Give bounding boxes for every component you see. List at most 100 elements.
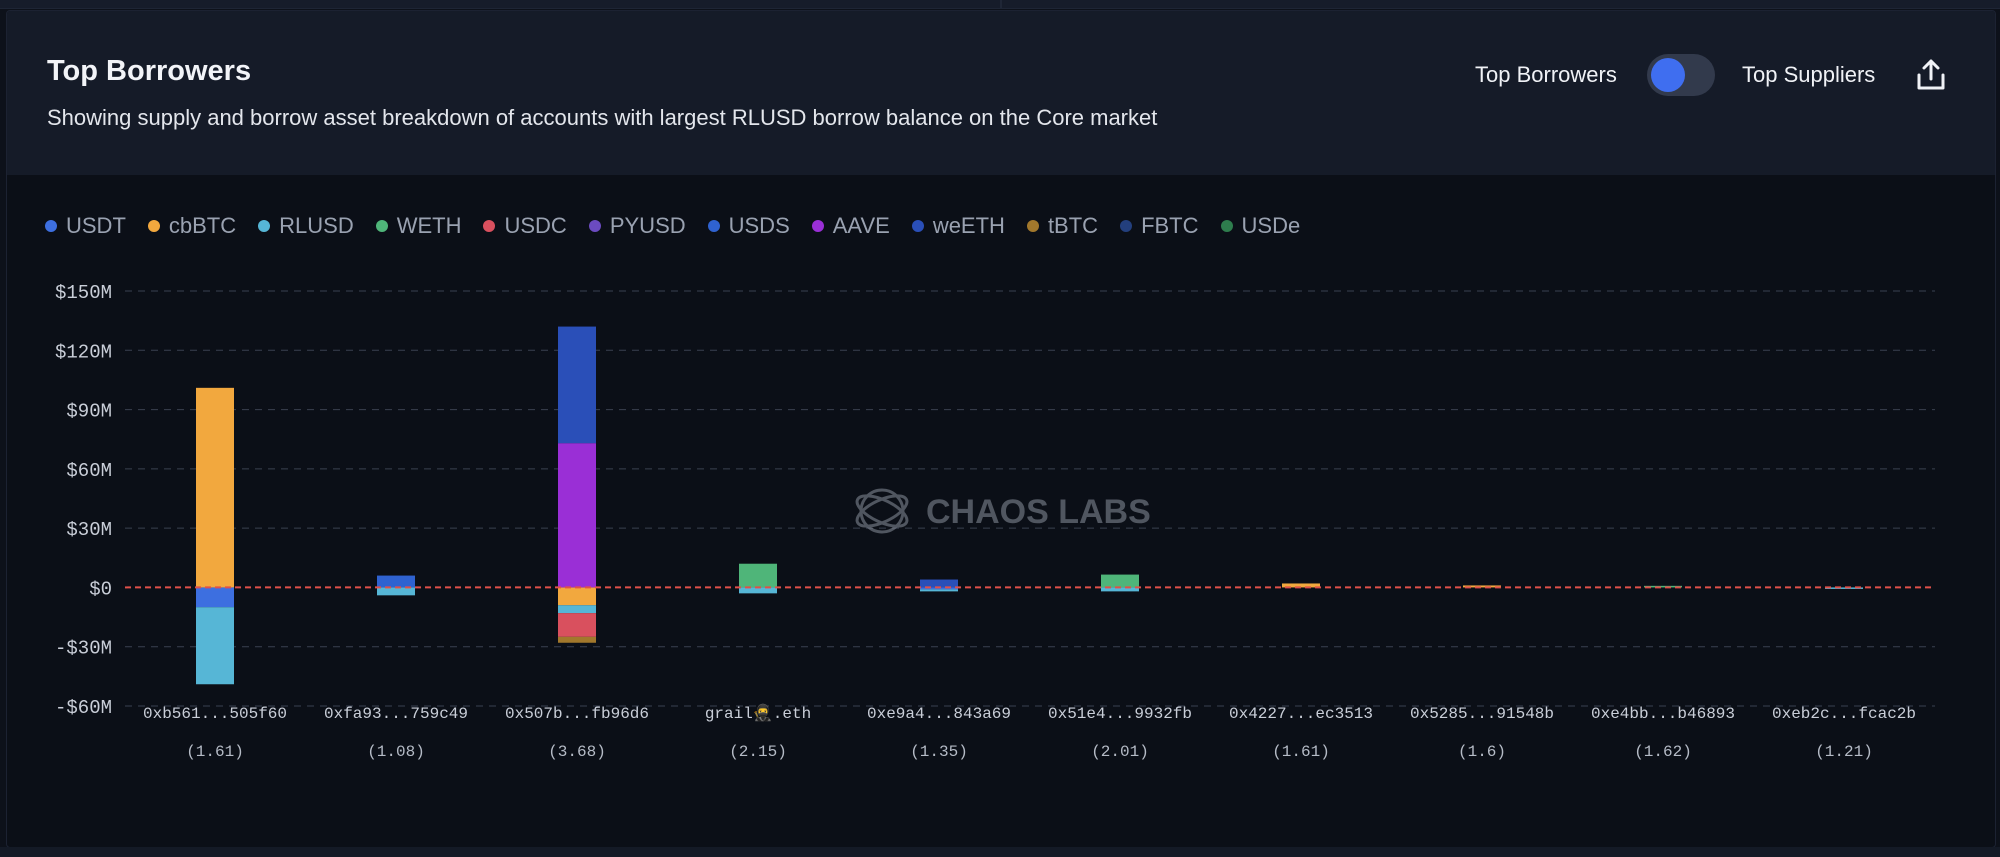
y-tick-label: -$30M (55, 638, 112, 660)
y-tick-label: $150M (55, 282, 112, 304)
share-icon[interactable] (1913, 57, 1949, 93)
x-tick-health-ratio: (1.21) (1815, 743, 1873, 761)
legend-label: USDS (728, 213, 790, 238)
x-tick-health-ratio: (2.15) (729, 743, 787, 761)
legend-dot (707, 220, 720, 232)
x-tick-health-ratio: (1.6) (1458, 743, 1506, 761)
legend-dot (588, 220, 601, 232)
legend-item-weeth[interactable]: weETH (911, 213, 1005, 239)
bar-segment-aave (558, 443, 596, 588)
legend-label: FBTC (1141, 213, 1199, 238)
legend-item-usds[interactable]: USDS (707, 213, 790, 239)
x-tick-health-ratio: (1.61) (186, 743, 244, 761)
legend-label: tBTC (1047, 213, 1099, 238)
x-tick-address: 0xfa93...759c49 (324, 705, 468, 723)
legend-dot (1220, 220, 1233, 232)
legend-label: USDe (1241, 213, 1301, 238)
y-tick-label: $30M (66, 519, 112, 541)
y-tick-label: $90M (66, 401, 112, 423)
x-tick-address: 0x4227...ec3513 (1229, 705, 1373, 723)
bar-segment-cbbtc (558, 587, 596, 606)
legend-label: weETH (932, 213, 1005, 238)
toggle-knob (1651, 58, 1685, 92)
bar-segment-rlusd (1825, 587, 1863, 589)
legend-label: USDC (504, 213, 567, 238)
bar-segment-rlusd (739, 587, 777, 594)
x-tick-address: 0xeb2c...fcac2b (1772, 705, 1916, 723)
top-divider (1000, 0, 1002, 8)
toggle-label-top-borrowers[interactable]: Top Borrowers (1475, 62, 1617, 87)
x-tick-health-ratio: (1.62) (1634, 743, 1692, 761)
y-tick-label: $60M (66, 460, 112, 482)
legend-item-usde[interactable]: USDe (1220, 213, 1301, 239)
bar-segment-tbtc (558, 636, 596, 643)
watermark-text: CHAOS LABS (926, 493, 1151, 531)
chart-bars (196, 326, 1863, 685)
bar-segment-usdt (196, 587, 234, 608)
bar-segment-usdc (558, 613, 596, 637)
chart-grid (125, 290, 1935, 707)
bar-segment-weeth (558, 326, 596, 444)
x-tick-health-ratio: (2.01) (1091, 743, 1149, 761)
y-tick-label: $0 (89, 578, 112, 600)
legend-dot (911, 220, 924, 232)
x-tick-address: 0x507b...fb96d6 (505, 705, 649, 723)
bar-segment-rlusd (196, 607, 234, 685)
legend-item-usdt[interactable]: USDT (45, 213, 126, 239)
card-subtitle: Showing supply and borrow asset breakdow… (47, 105, 1158, 130)
x-tick-health-ratio: (1.61) (1272, 743, 1330, 761)
legend-item-usdc[interactable]: USDC (483, 213, 567, 239)
legend-label: cbBTC (168, 213, 237, 238)
legend-label: PYUSD (609, 213, 686, 238)
card-title: Top Borrowers (47, 55, 252, 87)
legend-label: WETH (396, 213, 462, 238)
legend-item-pyusd[interactable]: PYUSD (588, 213, 686, 239)
bar-segment-rlusd (558, 605, 596, 614)
legend-dot (1120, 220, 1133, 232)
legend-dot (258, 220, 271, 232)
bar-segment-rlusd (377, 587, 415, 596)
share-icon-svg (1917, 59, 1945, 90)
bar-segment-weth (739, 563, 777, 588)
x-tick-health-ratio: (1.08) (367, 743, 425, 761)
toggle-label-top-suppliers[interactable]: Top Suppliers (1742, 62, 1876, 87)
legend-label: RLUSD (279, 213, 354, 238)
legend-item-aave[interactable]: AAVE (811, 213, 890, 239)
x-tick-address: 0xb561...505f60 (143, 705, 287, 723)
borrowers-suppliers-toggle[interactable] (1647, 54, 1715, 96)
chaos-labs-watermark: CHAOS LABS (855, 488, 1151, 534)
x-tick-health-ratio: (3.68) (548, 743, 606, 761)
legend-label: AAVE (832, 213, 890, 238)
legend-item-cbbtc[interactable]: cbBTC (147, 213, 237, 239)
legend-dot (375, 220, 388, 232)
chaos-labs-logo-icon (855, 488, 909, 534)
x-axis-labels: 0xb561...505f60 (1.61) 0xfa93...759c49 (1.0… (143, 703, 1916, 761)
bottom-strip (0, 847, 2000, 857)
top-borrowers-card: Top Borrowers Showing supply and borrow … (6, 10, 1996, 848)
x-tick-address: 0xe9a4...843a69 (867, 705, 1011, 723)
y-axis-labels: $150M $120M $90M $60M $30M $0 -$30M -$60M (55, 282, 112, 719)
y-tick-label: -$60M (55, 697, 112, 719)
legend-dot (483, 220, 496, 232)
bar-segment-weth (1101, 574, 1139, 588)
bar-segment-cbbtc (1282, 583, 1320, 588)
legend-dot (45, 220, 57, 232)
legend-item-tbtc[interactable]: tBTC (1026, 213, 1099, 239)
card-header: Top Borrowers Showing supply and borrow … (7, 11, 1995, 175)
bar-segment-rlusd (920, 589, 958, 592)
bar-segment-cbbtc (1463, 585, 1501, 588)
legend-dot (147, 220, 160, 232)
chart-legend: USDT cbBTC RLUSD WETH USDC PYUSD USDS AAVE weETH… (45, 211, 1322, 241)
x-tick-address: 0x51e4...9932fb (1048, 705, 1192, 723)
legend-dot (811, 220, 824, 232)
x-tick-health-ratio: (1.35) (910, 743, 968, 761)
bar-segment-usds (377, 575, 415, 588)
y-tick-label: $120M (55, 341, 112, 363)
bar-segment-cbbtc (196, 387, 234, 588)
legend-item-weth[interactable]: WETH (375, 213, 462, 239)
legend-item-rlusd[interactable]: RLUSD (258, 213, 354, 239)
bar-segment-weth (1644, 585, 1682, 588)
legend-dot (1026, 220, 1039, 232)
x-tick-address: 0x5285...91548b (1410, 705, 1554, 723)
legend-item-fbtc[interactable]: FBTC (1120, 213, 1199, 239)
